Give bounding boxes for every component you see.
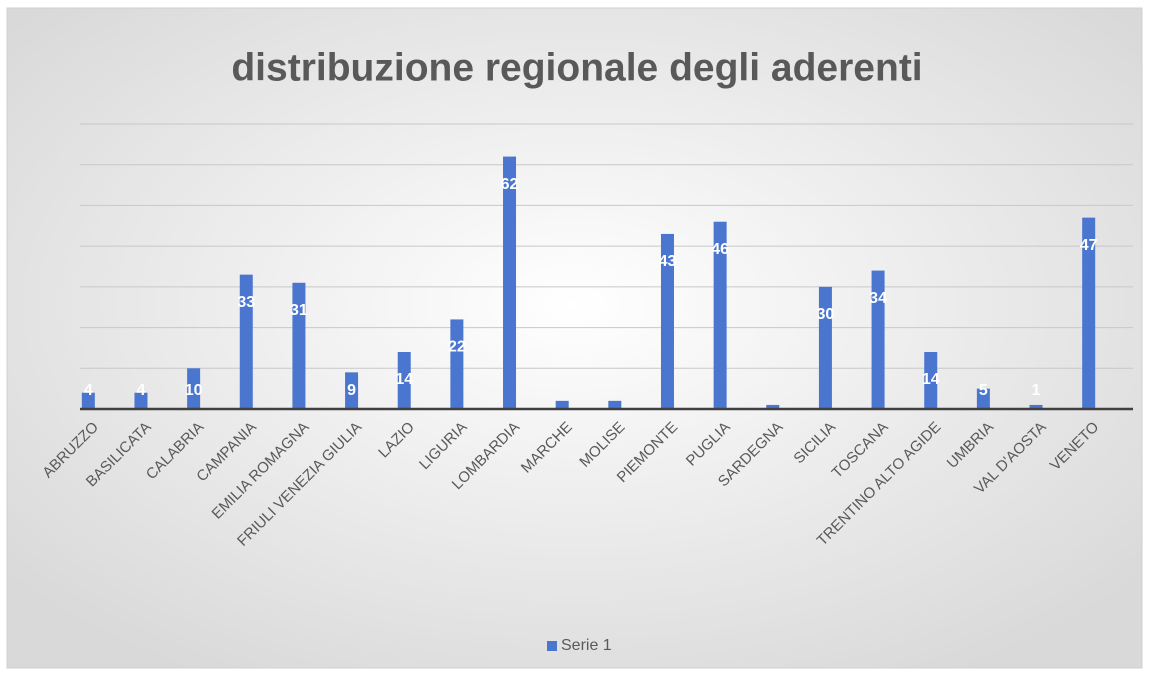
bar — [450, 319, 464, 409]
data-label: 33 — [237, 294, 255, 311]
data-label: 22 — [448, 339, 466, 356]
data-label: 62 — [501, 176, 519, 193]
bar — [187, 368, 201, 409]
data-label: 46 — [711, 241, 729, 258]
legend-swatch — [547, 641, 557, 651]
bar — [976, 388, 990, 409]
bar — [81, 392, 95, 409]
bar — [1029, 404, 1043, 409]
data-label: 47 — [1080, 237, 1098, 254]
data-label: 30 — [817, 306, 835, 323]
legend-label: Serie 1 — [561, 637, 612, 654]
bar — [818, 286, 832, 409]
data-label: 10 — [185, 382, 203, 399]
bar — [345, 372, 359, 409]
bar — [397, 352, 411, 409]
chart-background — [6, 7, 1143, 669]
data-label: 14 — [395, 371, 413, 388]
bar — [555, 400, 569, 409]
bar — [660, 233, 674, 409]
data-label: 34 — [869, 290, 887, 307]
data-label: 5 — [979, 382, 988, 399]
bar — [924, 352, 938, 409]
data-label: 9 — [347, 382, 356, 399]
data-label: 14 — [922, 371, 940, 388]
data-label: 31 — [290, 302, 308, 319]
chart-title: distribuzione regionale degli aderenti — [231, 46, 922, 89]
bar — [239, 274, 253, 409]
bar — [503, 156, 517, 409]
data-label: 1 — [1032, 382, 1041, 399]
data-label: 4 — [137, 382, 146, 399]
bar — [134, 392, 148, 409]
bar — [871, 270, 885, 409]
data-label: 43 — [659, 253, 677, 270]
data-label: 4 — [84, 382, 93, 399]
bar — [766, 404, 780, 409]
bar — [1082, 217, 1096, 409]
bar — [608, 400, 622, 409]
bar — [713, 221, 727, 409]
bar — [292, 282, 306, 409]
